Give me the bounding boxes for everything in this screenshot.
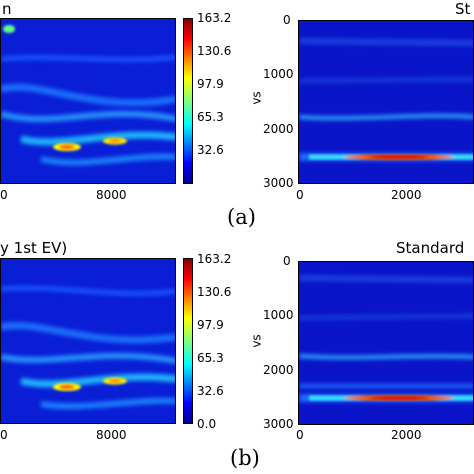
heatmap-a-right-image	[299, 21, 473, 183]
cbar-b-tick-5: 32.6	[197, 384, 224, 398]
cbar-b-tick-6: 0.0	[197, 417, 217, 431]
cbar-a-tick-4: 65.3	[197, 110, 224, 124]
a-right-ytick-3000: 3000	[263, 176, 294, 190]
panel-b-left-title: y 1st EV)	[0, 239, 68, 257]
b-right-ytick-3000: 3000	[263, 417, 294, 431]
heatmap-a-right	[298, 20, 474, 184]
heatmap-b-right-image	[299, 262, 473, 424]
cbar-b-tick-1: 163.2	[197, 252, 232, 266]
b-left-xtick-0: 0	[0, 428, 8, 442]
heatmap-a-left	[0, 18, 176, 184]
panel-b-right-title: Standard	[396, 239, 465, 257]
cbar-b-tick-2: 130.6	[197, 285, 232, 299]
a-right-ytick-1000: 1000	[263, 67, 294, 81]
a-left-xtick-8000: 8000	[96, 188, 127, 202]
colorbar-b-gradient	[184, 259, 192, 423]
b-right-ytick-2000: 2000	[263, 363, 294, 377]
cbar-a-tick-2: 130.6	[197, 44, 232, 58]
a-right-ytick-2000: 2000	[263, 122, 294, 136]
b-right-xtick-2000: 2000	[391, 428, 422, 442]
colorbar-b	[183, 258, 193, 424]
cbar-a-tick-5: 32.6	[197, 143, 224, 157]
cbar-b-tick-4: 65.3	[197, 351, 224, 365]
panel-a-right-title: St	[455, 0, 471, 18]
colorbar-a-gradient	[184, 19, 192, 183]
a-right-ytick-0: 0	[283, 13, 291, 27]
panel-a-left-title: n	[2, 0, 12, 18]
cbar-a-tick-1: 163.2	[197, 11, 232, 25]
colorbar-a	[183, 18, 193, 184]
caption-a: (a)	[227, 205, 256, 229]
heatmap-b-right	[298, 261, 474, 425]
a-right-ylabel: vs	[249, 91, 264, 105]
heatmap-b-left-image	[1, 259, 175, 423]
cbar-b-tick-3: 97.9	[197, 318, 224, 332]
a-right-xtick-0: 0	[296, 188, 304, 202]
cbar-a-tick-3: 97.9	[197, 77, 224, 91]
caption-b: (b)	[230, 446, 260, 470]
b-right-xtick-0: 0	[296, 428, 304, 442]
a-right-xtick-2000: 2000	[391, 188, 422, 202]
b-left-xtick-8000: 8000	[96, 428, 127, 442]
b-right-ytick-1000: 1000	[263, 308, 294, 322]
a-left-xtick-0: 0	[0, 188, 8, 202]
heatmap-b-left	[0, 258, 176, 424]
b-right-ylabel: vs	[249, 334, 264, 348]
b-right-ytick-0: 0	[283, 254, 291, 268]
heatmap-a-left-image	[1, 19, 175, 183]
